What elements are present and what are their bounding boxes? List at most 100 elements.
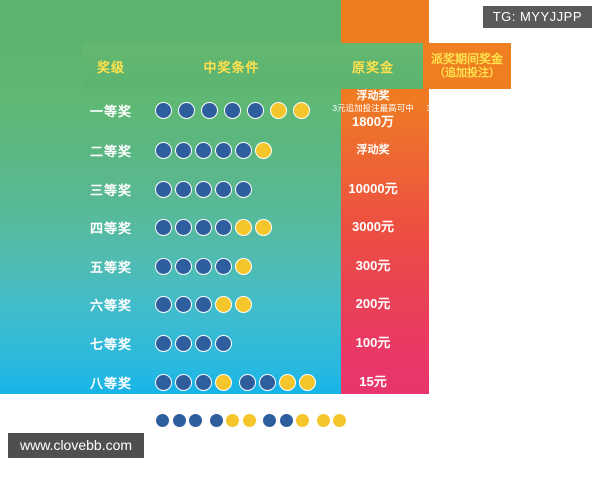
lottery-ball-blue-icon (175, 296, 192, 314)
bonus-prize-line1: 浮动奖 (450, 138, 484, 151)
lottery-ball-blue-icon (208, 413, 224, 429)
lottery-ball-yellow-icon (241, 413, 257, 429)
bonus-prize-line3: 15000元 (442, 180, 492, 196)
lottery-ball-blue-icon (171, 413, 187, 429)
lottery-ball-blue-icon (155, 142, 172, 160)
lottery-ball-blue-icon (155, 101, 172, 119)
cell-winning-condition (140, 286, 323, 325)
original-prize-line3: 300元 (355, 257, 391, 273)
cell-original-prize: 浮动奖 (323, 131, 423, 170)
cell-original-prize: 3000元 (323, 208, 423, 247)
cell-prize-level: 二等奖 (89, 144, 132, 160)
lottery-ball-blue-icon (239, 373, 256, 391)
header-original-prize: 原奖金 (323, 43, 423, 89)
lottery-ball-yellow-icon (215, 296, 232, 314)
lottery-ball-blue-icon (278, 413, 294, 429)
lottery-ball-blue-icon (235, 142, 252, 160)
original-prize-line3: 5元 (362, 412, 384, 428)
table-row: 九等奖 5元 7.5元 (82, 401, 511, 440)
header-bonus-prize-main: 派奖期间奖金 (430, 51, 503, 66)
lottery-ball-yellow-icon (235, 257, 252, 275)
header-level: 奖级 (82, 43, 140, 89)
cell-original-prize: 浮动奖 3元追加投注最高可中 1800万 (323, 89, 423, 131)
ball-group (155, 142, 275, 160)
table-body: 一等奖 浮动奖 3元追加投注最高可中 1800万 浮动奖 3元追加投注最高可中 3600万二… (82, 89, 511, 440)
table-row: 七等奖 100元 150元 (82, 324, 511, 363)
header-bonus-prize-sub: （追加投注） (434, 66, 500, 79)
cell-bonus-prize: 22.5元 (423, 363, 511, 402)
lottery-ball-yellow-icon (255, 142, 272, 160)
cell-bonus-prize: 浮动奖 奖金最高可翻倍 (423, 131, 511, 170)
original-prize-line1: 浮动奖 (356, 144, 390, 157)
cell-winning-condition (140, 208, 323, 247)
original-prize-line3: 3000元 (352, 219, 394, 235)
cell-prize-level: 六等奖 (89, 298, 132, 314)
bonus-prize-line3: 150元 (449, 335, 485, 351)
lottery-ball-yellow-icon (225, 413, 240, 429)
ball-row (140, 324, 323, 363)
lottery-ball-blue-icon (195, 373, 212, 391)
cell-bonus-prize: 4500元 (423, 208, 511, 247)
cell-bonus-prize: 浮动奖 3元追加投注最高可中 3600万 (423, 89, 511, 131)
ball-row (140, 363, 323, 402)
lottery-ball-blue-icon (155, 373, 172, 391)
lottery-ball-blue-icon (195, 296, 212, 314)
table-row: 四等奖 3000元 4500元 (82, 208, 511, 247)
ball-group (155, 219, 275, 237)
cell-prize-level: 七等奖 (89, 337, 132, 352)
lottery-ball-blue-icon (178, 101, 195, 119)
cell-winning-condition (140, 324, 323, 363)
lottery-ball-yellow-icon (270, 101, 287, 119)
bonus-prize-line3: 22.5元 (447, 373, 487, 389)
lottery-ball-blue-icon (175, 335, 192, 352)
cell-original-prize: 10000元 (323, 170, 423, 209)
table-row: 二等奖 浮动奖 浮动奖 奖金最高可翻倍 (82, 131, 511, 170)
cell-original-prize: 300元 (323, 247, 423, 286)
cell-original-prize: 100元 (323, 324, 423, 363)
ball-row (140, 247, 323, 286)
cell-winning-condition (140, 89, 323, 131)
lottery-ball-blue-icon (155, 180, 172, 198)
original-prize-line3: 1800万 (352, 114, 394, 130)
bonus-prize-line3: 4500元 (446, 219, 488, 235)
lottery-ball-blue-icon (215, 335, 232, 352)
lottery-ball-yellow-icon (299, 373, 316, 391)
lottery-ball-blue-icon (175, 219, 192, 237)
lottery-ball-blue-icon (201, 101, 218, 119)
lottery-ball-blue-icon (215, 219, 232, 237)
original-prize-line3: 200元 (355, 296, 391, 312)
bonus-prize-line2: 奖金最高可翻倍 (437, 152, 497, 163)
lottery-ball-blue-icon (259, 373, 276, 391)
lottery-ball-blue-icon (155, 413, 170, 429)
lottery-ball-yellow-icon (279, 373, 296, 391)
telegram-tag: TG: MYYJJPP (482, 6, 592, 28)
ball-group (155, 180, 255, 198)
ball-group (208, 413, 259, 429)
lottery-ball-blue-icon (195, 180, 212, 198)
bonus-prize-line2: 3元追加投注最高可中 (426, 103, 508, 114)
lottery-ball-blue-icon (175, 142, 192, 160)
lottery-ball-yellow-icon (215, 373, 232, 391)
ball-group (262, 413, 312, 429)
cell-winning-condition (140, 401, 347, 440)
original-prize-line3: 100元 (355, 335, 391, 351)
table-header: 奖级 中奖条件 原奖金 派奖期间奖金 （追加投注） (82, 43, 511, 89)
lottery-ball-blue-icon (175, 180, 192, 198)
cell-prize-level: 三等奖 (89, 182, 132, 198)
table-row: 六等奖 200元 300元 (82, 286, 511, 325)
lottery-ball-yellow-icon (235, 219, 252, 237)
original-prize-line3: 10000元 (348, 180, 398, 196)
ball-row (140, 401, 347, 440)
lottery-ball-yellow-icon (293, 101, 310, 119)
lottery-ball-blue-icon (155, 257, 172, 275)
lottery-ball-blue-icon (215, 257, 232, 275)
cell-prize-level: 五等奖 (89, 259, 132, 275)
lottery-ball-yellow-icon (235, 296, 252, 314)
lottery-ball-blue-icon (195, 142, 212, 160)
lottery-ball-blue-icon (215, 180, 232, 198)
ball-group (155, 373, 235, 391)
lottery-ball-yellow-icon (315, 413, 331, 429)
ball-row (140, 170, 323, 209)
lottery-ball-blue-icon (195, 219, 212, 237)
lottery-ball-blue-icon (215, 142, 232, 160)
